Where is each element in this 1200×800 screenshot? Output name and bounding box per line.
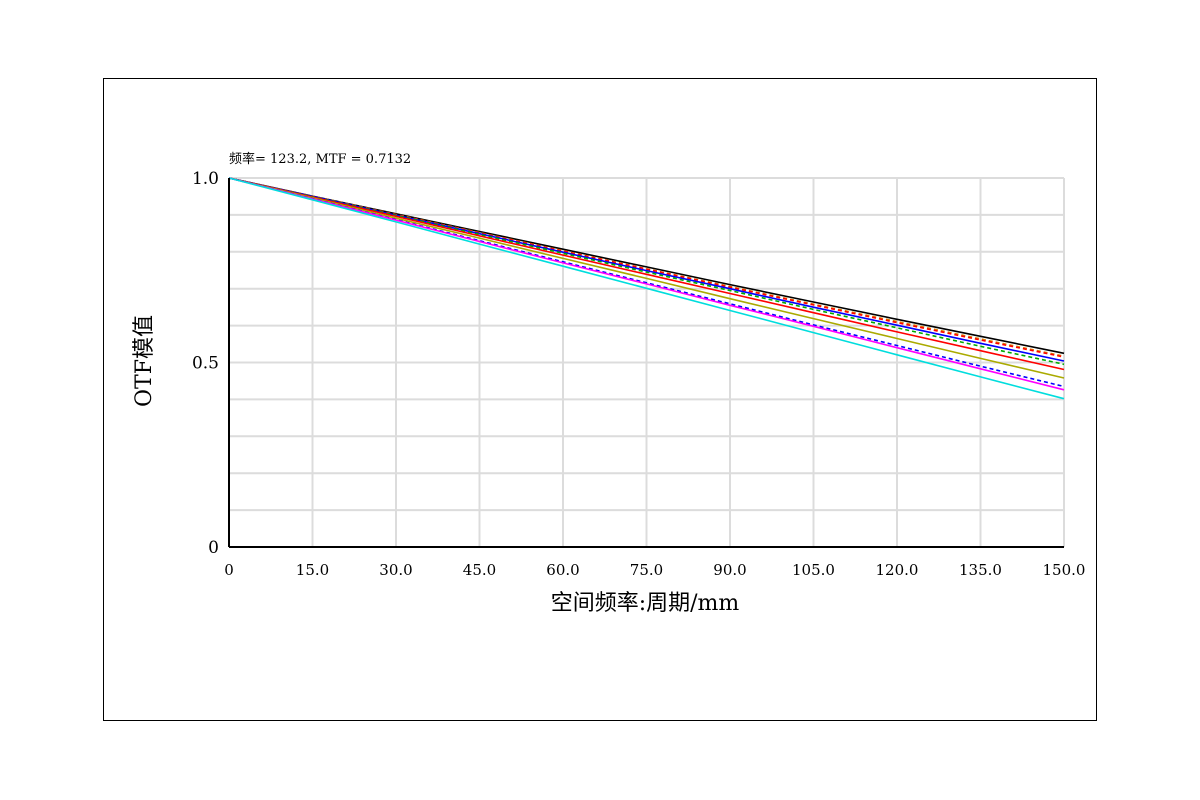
x-tick-label: 135.0 bbox=[959, 561, 1002, 579]
chart-frame: 0 15.0 30.0 45.0 60.0 75.0 90.0 105.0 120.0 135.0… bbox=[103, 78, 1097, 721]
series-line-6 bbox=[228, 177, 1065, 371]
series-line-10 bbox=[228, 177, 1065, 400]
series-line-9 bbox=[228, 177, 1065, 391]
x-tick-label: 60.0 bbox=[546, 561, 579, 579]
mtf-chart: 0 15.0 30.0 45.0 60.0 75.0 90.0 105.0 120.0 135.0… bbox=[132, 151, 1086, 616]
x-tick-label: 45.0 bbox=[463, 561, 496, 579]
x-tick-label: 120.0 bbox=[876, 561, 919, 579]
y-axis-label: OTF模值 bbox=[132, 315, 157, 407]
series-group bbox=[228, 177, 1065, 400]
x-axis-label: 空间频率:周期/mm bbox=[551, 591, 740, 616]
x-tick-label: 15.0 bbox=[296, 561, 329, 579]
series-line-7 bbox=[228, 177, 1065, 379]
x-tick-label: 30.0 bbox=[379, 561, 412, 579]
tick-labels: 0 15.0 30.0 45.0 60.0 75.0 90.0 105.0 120.0 135.0… bbox=[192, 169, 1086, 579]
annotation-label: 频率= 123.2, MTF = 0.7132 bbox=[229, 151, 411, 167]
x-tick-label: 0 bbox=[224, 561, 234, 579]
x-tick-label: 90.0 bbox=[713, 561, 746, 579]
x-tick-label: 75.0 bbox=[630, 561, 663, 579]
x-tick-label: 150.0 bbox=[1043, 561, 1086, 579]
x-tick-label: 105.0 bbox=[792, 561, 835, 579]
axes bbox=[228, 178, 1064, 548]
y-tick-label: 0.5 bbox=[192, 354, 219, 374]
grid bbox=[229, 177, 1065, 547]
y-tick-label: 0 bbox=[208, 538, 219, 558]
y-tick-label: 1.0 bbox=[192, 169, 219, 189]
